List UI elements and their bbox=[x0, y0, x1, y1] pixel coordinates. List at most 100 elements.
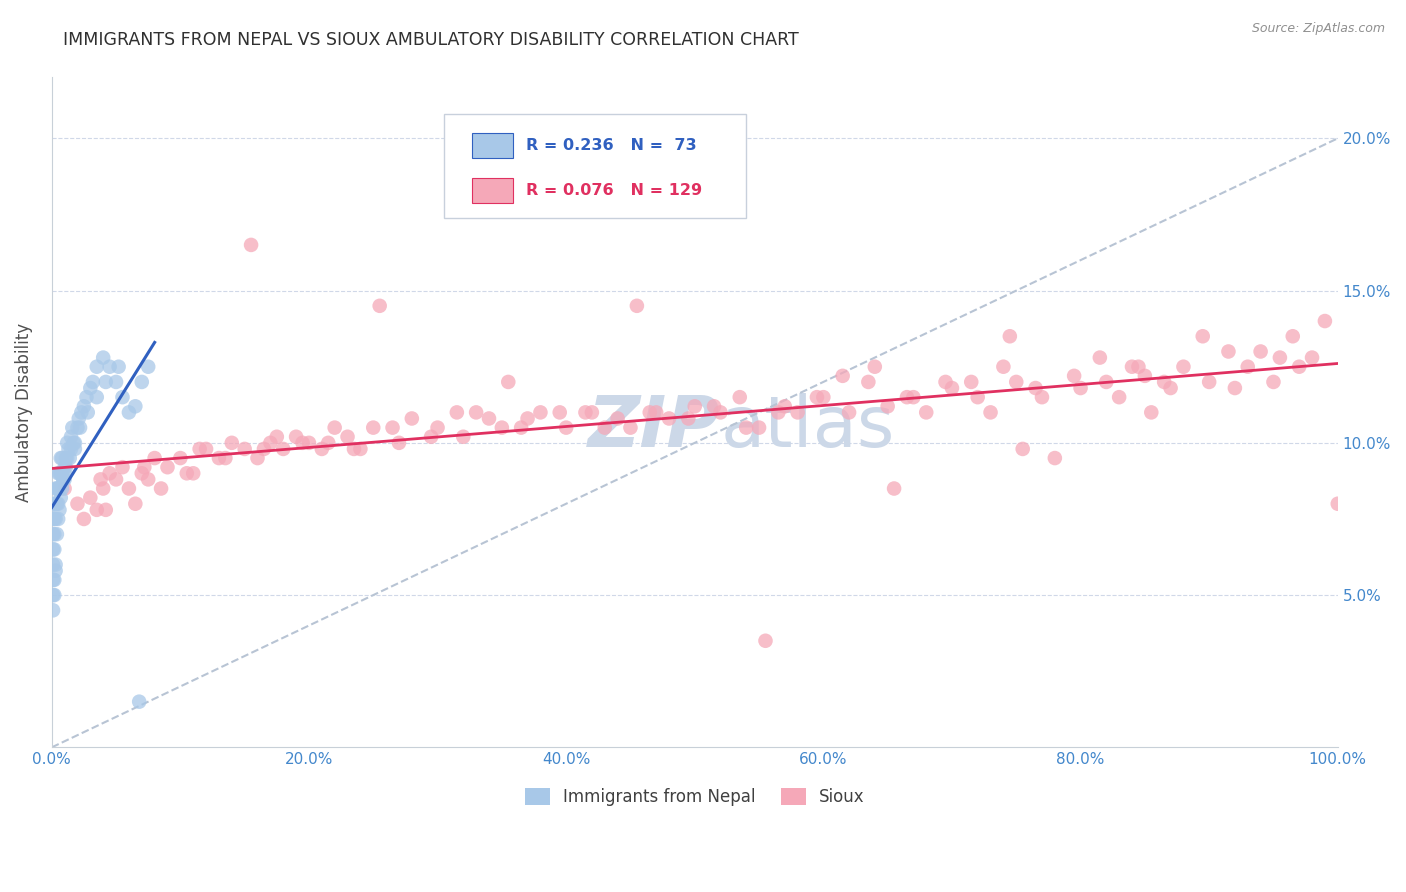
Point bbox=[221, 435, 243, 450]
Point bbox=[426, 420, 449, 434]
Point bbox=[76, 405, 98, 419]
Point bbox=[49, 467, 72, 481]
Point bbox=[98, 359, 121, 374]
Point bbox=[529, 405, 551, 419]
Point bbox=[606, 411, 628, 425]
Point bbox=[1121, 359, 1143, 374]
Text: ZIP: ZIP bbox=[588, 393, 720, 462]
Point bbox=[55, 451, 77, 466]
Point bbox=[966, 390, 988, 404]
Point bbox=[1198, 375, 1220, 389]
Point bbox=[90, 472, 112, 486]
Point bbox=[1025, 381, 1047, 395]
Point bbox=[1223, 381, 1246, 395]
Point bbox=[107, 359, 129, 374]
Point bbox=[46, 467, 69, 481]
Point bbox=[136, 359, 159, 374]
Point bbox=[941, 381, 963, 395]
Point bbox=[1218, 344, 1240, 359]
Legend: Immigrants from Nepal, Sioux: Immigrants from Nepal, Sioux bbox=[519, 781, 872, 813]
Point bbox=[150, 482, 173, 496]
Point bbox=[45, 527, 67, 541]
Point bbox=[446, 405, 468, 419]
Point bbox=[131, 375, 153, 389]
Point bbox=[1191, 329, 1213, 343]
Point bbox=[915, 405, 938, 419]
Point bbox=[831, 368, 853, 383]
Point bbox=[98, 467, 121, 481]
Point bbox=[58, 442, 80, 456]
Point bbox=[53, 467, 76, 481]
Point bbox=[285, 430, 308, 444]
Point bbox=[813, 390, 835, 404]
Point bbox=[934, 375, 956, 389]
Point bbox=[42, 542, 65, 557]
Point bbox=[336, 430, 359, 444]
Point bbox=[181, 467, 204, 481]
Point bbox=[51, 451, 73, 466]
Point bbox=[44, 588, 66, 602]
Point bbox=[156, 460, 179, 475]
Point bbox=[1313, 314, 1336, 328]
Point bbox=[66, 420, 89, 434]
Point bbox=[45, 497, 67, 511]
Point bbox=[748, 420, 770, 434]
Point bbox=[240, 238, 263, 252]
Point bbox=[44, 573, 66, 587]
Point bbox=[1268, 351, 1291, 365]
Point bbox=[1063, 368, 1085, 383]
Point bbox=[1140, 405, 1163, 419]
Point bbox=[49, 491, 72, 505]
Point bbox=[768, 405, 790, 419]
Point bbox=[136, 472, 159, 486]
Point bbox=[60, 420, 83, 434]
Point bbox=[42, 558, 65, 572]
Point bbox=[548, 405, 571, 419]
Point bbox=[420, 430, 443, 444]
Point bbox=[980, 405, 1002, 419]
Point bbox=[1095, 375, 1118, 389]
Point bbox=[593, 420, 616, 434]
Point bbox=[658, 411, 681, 425]
Point bbox=[368, 299, 391, 313]
Text: R = 0.236   N =  73: R = 0.236 N = 73 bbox=[526, 138, 697, 153]
Point bbox=[1263, 375, 1285, 389]
Point bbox=[118, 405, 141, 419]
Point bbox=[111, 460, 134, 475]
Point bbox=[678, 411, 700, 425]
Point bbox=[53, 482, 76, 496]
Point bbox=[45, 482, 67, 496]
Point bbox=[323, 420, 346, 434]
Point bbox=[773, 399, 796, 413]
Point bbox=[903, 390, 925, 404]
Text: IMMIGRANTS FROM NEPAL VS SIOUX AMBULATORY DISABILITY CORRELATION CHART: IMMIGRANTS FROM NEPAL VS SIOUX AMBULATOR… bbox=[63, 31, 799, 49]
Point bbox=[1133, 368, 1156, 383]
Point bbox=[46, 497, 69, 511]
Point bbox=[271, 442, 294, 456]
Point bbox=[316, 435, 339, 450]
Point bbox=[645, 405, 668, 419]
Point bbox=[638, 405, 661, 419]
Point bbox=[143, 451, 166, 466]
Point bbox=[214, 451, 236, 466]
Point bbox=[581, 405, 603, 419]
Point bbox=[1288, 359, 1310, 374]
Point bbox=[735, 420, 758, 434]
Point bbox=[1108, 390, 1130, 404]
Point bbox=[46, 482, 69, 496]
Point bbox=[53, 460, 76, 475]
Point bbox=[45, 512, 67, 526]
Text: R = 0.076   N = 129: R = 0.076 N = 129 bbox=[526, 183, 703, 198]
Point bbox=[465, 405, 488, 419]
Point bbox=[361, 420, 384, 434]
Point bbox=[46, 512, 69, 526]
Text: atlas: atlas bbox=[720, 393, 894, 462]
Point bbox=[73, 512, 96, 526]
Point bbox=[246, 451, 269, 466]
Point bbox=[76, 390, 98, 404]
Point bbox=[118, 482, 141, 496]
Point bbox=[42, 588, 65, 602]
Point bbox=[233, 442, 256, 456]
Point bbox=[1173, 359, 1195, 374]
Point bbox=[1236, 359, 1258, 374]
